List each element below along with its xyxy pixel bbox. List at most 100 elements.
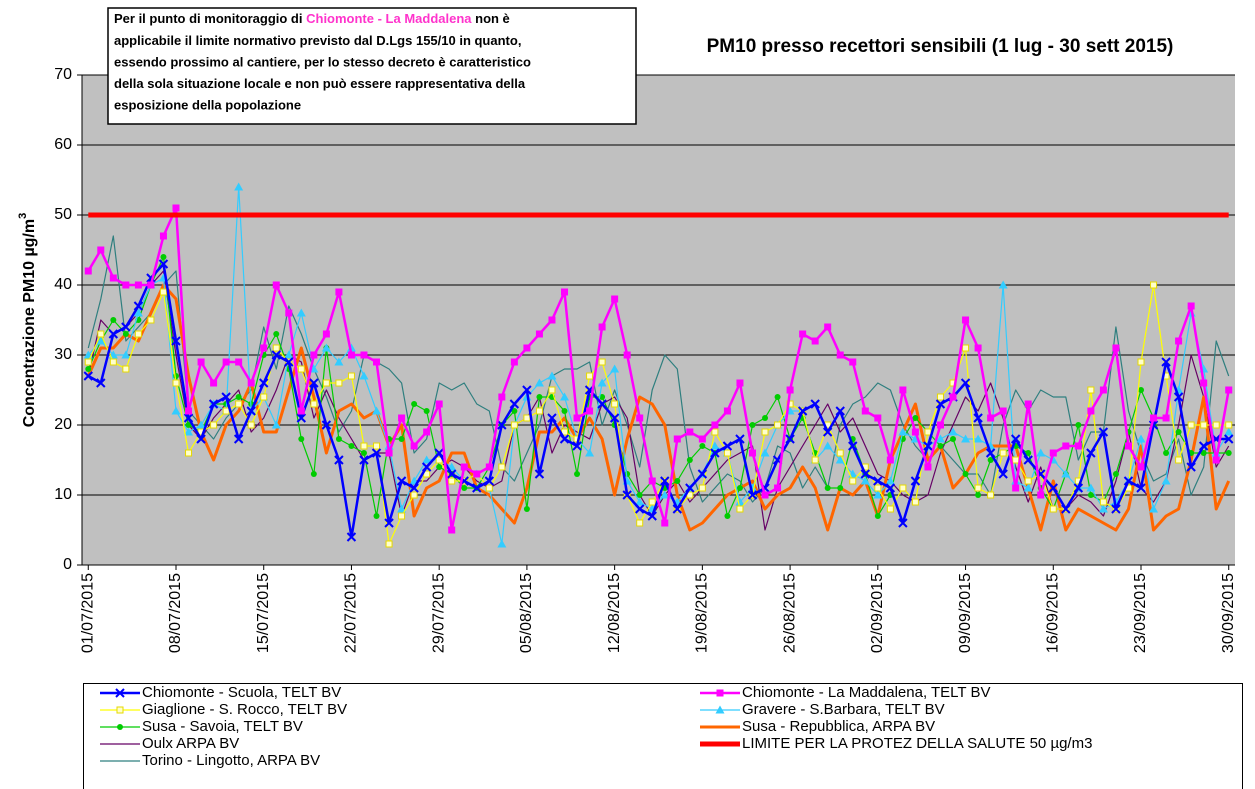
marker bbox=[233, 434, 244, 444]
marker bbox=[147, 281, 155, 289]
marker bbox=[560, 392, 570, 401]
marker bbox=[716, 689, 724, 697]
marker bbox=[661, 519, 669, 527]
annotation-line: applicabile il limite normativo previsto… bbox=[114, 33, 521, 48]
marker bbox=[898, 427, 908, 436]
marker bbox=[523, 344, 531, 352]
marker bbox=[711, 428, 719, 436]
y-tick-label: 0 bbox=[63, 556, 72, 573]
marker bbox=[1225, 450, 1232, 456]
x-tick-label: 02/09/2015 bbox=[869, 573, 886, 653]
marker bbox=[1225, 421, 1233, 429]
marker bbox=[1061, 469, 1071, 478]
plot-area bbox=[82, 75, 1235, 565]
marker bbox=[322, 330, 330, 338]
marker bbox=[987, 491, 995, 499]
marker bbox=[774, 421, 782, 429]
marker bbox=[949, 393, 957, 401]
marker bbox=[448, 477, 456, 485]
marker bbox=[573, 414, 581, 422]
marker bbox=[372, 406, 382, 415]
marker bbox=[97, 246, 105, 254]
marker bbox=[1048, 483, 1058, 493]
marker bbox=[634, 504, 645, 514]
marker bbox=[636, 492, 643, 498]
marker bbox=[309, 378, 319, 388]
annotation-line: essendo prossimo al cantiere, per lo ste… bbox=[114, 54, 531, 69]
annotation-line: della sola situazione locale e non può e… bbox=[114, 76, 526, 91]
marker bbox=[172, 373, 179, 379]
marker bbox=[1136, 483, 1146, 493]
marker bbox=[597, 399, 607, 409]
marker bbox=[948, 427, 958, 436]
marker bbox=[924, 463, 932, 471]
marker bbox=[510, 358, 518, 366]
marker bbox=[108, 329, 119, 339]
marker bbox=[1061, 504, 1071, 514]
marker bbox=[115, 688, 125, 698]
marker bbox=[937, 443, 944, 449]
marker bbox=[534, 469, 545, 479]
marker bbox=[247, 421, 255, 429]
marker bbox=[1187, 421, 1195, 429]
marker bbox=[84, 358, 92, 366]
marker bbox=[133, 308, 143, 317]
marker bbox=[1124, 442, 1132, 450]
marker bbox=[923, 441, 933, 451]
marker bbox=[1200, 379, 1208, 387]
legend-box bbox=[83, 683, 1243, 789]
marker bbox=[962, 471, 969, 477]
marker bbox=[310, 351, 318, 359]
marker bbox=[360, 351, 368, 359]
marker bbox=[347, 372, 355, 380]
marker bbox=[1087, 492, 1094, 498]
legend-label: Chiomonte - La Maddalena, TELT BV bbox=[742, 684, 990, 701]
marker bbox=[648, 498, 656, 506]
marker bbox=[221, 392, 231, 402]
marker bbox=[398, 512, 406, 520]
marker bbox=[935, 399, 946, 409]
marker bbox=[385, 540, 393, 548]
y-axis-label: Concentrazione PM10 µg/m3 bbox=[17, 213, 38, 428]
x-tick-label: 29/07/2015 bbox=[430, 573, 447, 653]
marker bbox=[623, 351, 631, 359]
marker bbox=[411, 401, 418, 407]
marker bbox=[536, 394, 543, 400]
y-label-sup: 3 bbox=[17, 213, 29, 219]
marker bbox=[636, 519, 644, 527]
marker bbox=[1112, 471, 1119, 477]
marker bbox=[472, 483, 482, 493]
marker bbox=[436, 464, 443, 470]
marker bbox=[547, 371, 557, 380]
marker bbox=[185, 449, 193, 457]
marker bbox=[1074, 442, 1082, 450]
marker bbox=[1175, 337, 1183, 345]
marker bbox=[147, 316, 155, 324]
marker bbox=[1150, 281, 1158, 289]
marker bbox=[1086, 483, 1096, 492]
marker bbox=[208, 399, 219, 409]
marker bbox=[998, 469, 1008, 479]
marker bbox=[247, 379, 255, 387]
marker bbox=[723, 407, 731, 415]
marker bbox=[373, 442, 381, 450]
marker bbox=[398, 436, 405, 442]
marker bbox=[660, 476, 670, 486]
marker bbox=[1161, 357, 1171, 367]
marker bbox=[824, 323, 832, 331]
marker bbox=[985, 448, 996, 458]
marker bbox=[1136, 434, 1146, 443]
marker bbox=[974, 484, 982, 492]
marker bbox=[710, 441, 720, 450]
marker bbox=[715, 705, 725, 714]
marker bbox=[461, 485, 468, 491]
marker bbox=[484, 476, 495, 486]
marker bbox=[962, 316, 970, 324]
marker bbox=[485, 463, 493, 471]
marker bbox=[1075, 422, 1082, 428]
x-tick-label: 30/09/2015 bbox=[1220, 573, 1237, 653]
marker bbox=[509, 399, 520, 409]
marker bbox=[686, 457, 693, 463]
series-line bbox=[87, 206, 1230, 532]
marker bbox=[674, 478, 681, 484]
